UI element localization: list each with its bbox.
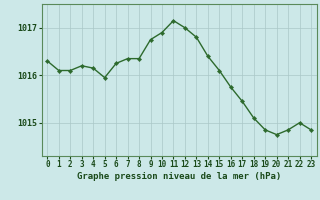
X-axis label: Graphe pression niveau de la mer (hPa): Graphe pression niveau de la mer (hPa): [77, 172, 281, 181]
